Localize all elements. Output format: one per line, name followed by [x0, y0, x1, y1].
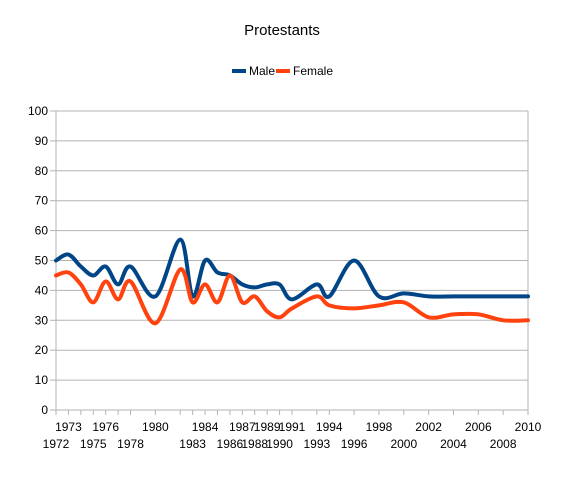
x-tick-label: 1976: [92, 420, 119, 434]
y-axis: 0 10 20 30 40 50 60 70 80 90 100: [28, 104, 529, 417]
gridlines: [56, 110, 528, 411]
x-tick-label: 1975: [80, 437, 107, 451]
x-tick-label: 1986: [217, 437, 244, 451]
x-tick-label: 1998: [366, 420, 393, 434]
chart-title: Protestants: [244, 22, 320, 39]
x-tick-label: 1989: [254, 420, 281, 434]
legend: Male Female: [232, 64, 333, 78]
x-tick-label: 1980: [142, 420, 169, 434]
y-tick-label: 70: [35, 194, 49, 208]
y-tick-label: 50: [35, 254, 49, 268]
x-tick-label: 2006: [465, 420, 492, 434]
y-tick-label: 30: [35, 313, 49, 327]
y-tick-label: 10: [35, 373, 49, 387]
y-tick-label: 90: [35, 134, 49, 148]
y-tick-label: 100: [28, 104, 48, 118]
series-line-male: [54, 237, 530, 302]
legend-label-female: Female: [293, 64, 333, 78]
x-tick-label: 2010: [515, 420, 542, 434]
x-tick-label: 1973: [55, 420, 82, 434]
series-line-female: [54, 267, 530, 326]
y-tick-label: 60: [35, 224, 49, 238]
y-tick-label: 40: [35, 283, 49, 297]
x-tick-label: 1988: [241, 437, 268, 451]
x-tick-label: 1991: [279, 420, 306, 434]
x-tick-label: 1978: [117, 437, 144, 451]
x-tick-label: 1993: [303, 437, 330, 451]
x-tick-label: 1984: [192, 420, 219, 434]
legend-label-male: Male: [249, 64, 275, 78]
series-lines: [54, 237, 530, 326]
x-tick-label: 1994: [316, 420, 343, 434]
x-tick-label: 1987: [229, 420, 256, 434]
x-tick-label: 1996: [341, 437, 368, 451]
y-tick-label: 20: [35, 343, 49, 357]
x-tick-label: 1983: [179, 437, 206, 451]
x-tick-label: 1972: [43, 437, 70, 451]
x-tick-label: 2002: [415, 420, 442, 434]
x-tick-label: 2004: [440, 437, 467, 451]
x-tick-label: 2000: [390, 437, 417, 451]
x-tick-label: 1990: [266, 437, 293, 451]
y-tick-label: 80: [35, 164, 49, 178]
y-tick-label: 0: [41, 403, 48, 417]
x-tick-label: 2008: [490, 437, 517, 451]
